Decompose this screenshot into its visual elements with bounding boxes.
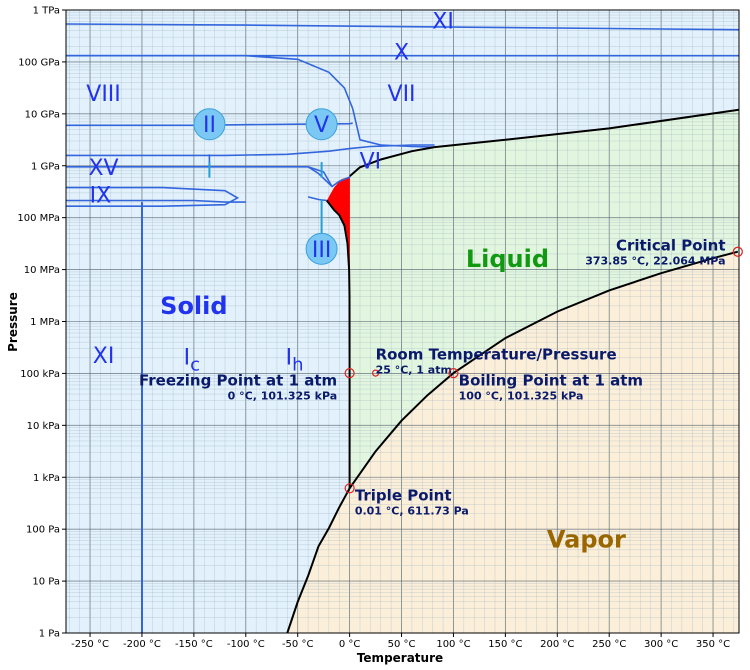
ice-bubble-label: V <box>314 113 329 138</box>
x-axis-title: Temperature <box>357 651 443 665</box>
ice-phase-label: X <box>394 41 409 66</box>
room-point-subtitle: 25 °C, 1 atm <box>376 363 452 376</box>
freezing-point-marker <box>344 368 355 379</box>
ice-ix-loop-line <box>66 186 240 207</box>
ice-ii-lower-line <box>66 199 246 203</box>
x-tick-label: 0 °C <box>339 639 361 650</box>
x-tick-label: -50 °C <box>282 639 314 650</box>
critical-point-marker <box>732 246 743 257</box>
y-tick-label: 10 Pa <box>32 577 60 588</box>
x-tick-label: 100 °C <box>436 639 470 650</box>
ice-bubble <box>305 108 338 141</box>
phase-boundaries <box>66 23 739 633</box>
ice-phase-label: XI <box>432 9 454 34</box>
vapor-region-label: Vapor <box>547 526 626 554</box>
ice-bubble-label: III <box>312 238 331 263</box>
ice-phase-label: XV <box>88 156 118 181</box>
y-tick-label: 100 MPa <box>17 213 60 224</box>
ice-phase-label: VII <box>388 82 416 107</box>
critical-point-subtitle: 373.85 °C, 22.064 MPa <box>585 254 725 267</box>
boiling-point-subtitle: 100 °C, 101.325 kPa <box>459 389 584 402</box>
triple-point-title: Triple Point <box>355 487 452 505</box>
axis-ticks: -250 °C -200 °C -150 °C -100 °C -50 °C 0 °C 50… <box>17 6 730 651</box>
boiling-point-title: Boiling Point at 1 atm <box>459 371 643 389</box>
x-tick-label: 250 °C <box>592 639 626 650</box>
y-tick-label: 1 GPa <box>31 161 60 172</box>
grid-lines <box>66 9 739 634</box>
y-tick-label: 10 GPa <box>25 109 60 120</box>
x-tick-label: 200 °C <box>540 639 574 650</box>
triple-point-marker <box>344 483 355 494</box>
ice-phase-label: XI <box>93 344 115 369</box>
x-tick-label: 300 °C <box>644 639 678 650</box>
y-tick-label: 100 kPa <box>20 369 60 380</box>
room-point-marker <box>371 369 380 377</box>
ice-x-xi-line <box>66 23 739 31</box>
x-tick-label: -100 °C <box>227 639 265 650</box>
x-tick-label: 150 °C <box>488 639 522 650</box>
y-tick-label: 1 TPa <box>33 6 60 17</box>
y-tick-label: 1 kPa <box>33 473 60 484</box>
ice-ii-vi-line <box>307 166 351 188</box>
y-tick-label: 1 Pa <box>39 629 60 640</box>
y-tick-label: 100 GPa <box>18 57 60 68</box>
freezing-point-subtitle: 0 °C, 101.325 kPa <box>228 389 338 402</box>
ice-phase-label: IX <box>90 183 112 208</box>
vapor-region <box>287 251 739 633</box>
ice-phase-subscript: h <box>292 354 303 375</box>
liquid-region-label: Liquid <box>466 245 549 273</box>
ice-phase-label: VIII <box>86 82 121 107</box>
y-tick-label: 1 MPa <box>30 317 60 328</box>
ice-vi-liquid-curve <box>349 146 435 177</box>
x-tick-label: -150 °C <box>175 639 213 650</box>
ice-viii-vii-line <box>66 54 354 109</box>
y-tick-label: 10 kPa <box>27 421 60 432</box>
ice-phase-subscript: c <box>190 354 200 375</box>
x-tick-label: 350 °C <box>696 639 730 650</box>
ice-bubble <box>193 108 226 141</box>
ice-ii-v-link-line <box>307 166 333 187</box>
ice-iii-red-region <box>326 176 350 270</box>
solid-region-label: Solid <box>160 292 227 320</box>
triple-point-subtitle: 0.01 °C, 611.73 Pa <box>355 505 469 518</box>
ice-xv-top-line <box>66 144 435 157</box>
ice-bubble <box>305 232 338 265</box>
y-tick-label: 100 Pa <box>26 525 60 536</box>
ice-ii-iii-line <box>307 196 327 202</box>
boiling-point-marker <box>448 368 459 379</box>
room-point-title: Room Temperature/Pressure <box>376 345 617 363</box>
sublimation-curve <box>286 487 351 633</box>
liquid-region <box>349 109 739 489</box>
x-tick-label: 50 °C <box>388 639 416 650</box>
melting-curve <box>326 199 351 489</box>
freezing-point-title: Freezing Point at 1 atm <box>139 371 337 389</box>
ice-vii-liquid-curve <box>434 108 739 149</box>
ice-phase-label: VI <box>360 150 382 175</box>
critical-point-title: Critical Point <box>616 236 726 254</box>
x-tick-label: -200 °C <box>123 639 161 650</box>
ice-viii-vi-line <box>66 122 353 127</box>
ice-bubble-label: II <box>203 113 216 138</box>
x-tick-label: -250 °C <box>71 639 109 650</box>
y-tick-label: 10 MPa <box>24 265 60 276</box>
y-axis-title: Pressure <box>6 292 20 352</box>
ice-vii-vi-lower-line <box>351 108 435 148</box>
vaporization-curve <box>348 250 739 489</box>
